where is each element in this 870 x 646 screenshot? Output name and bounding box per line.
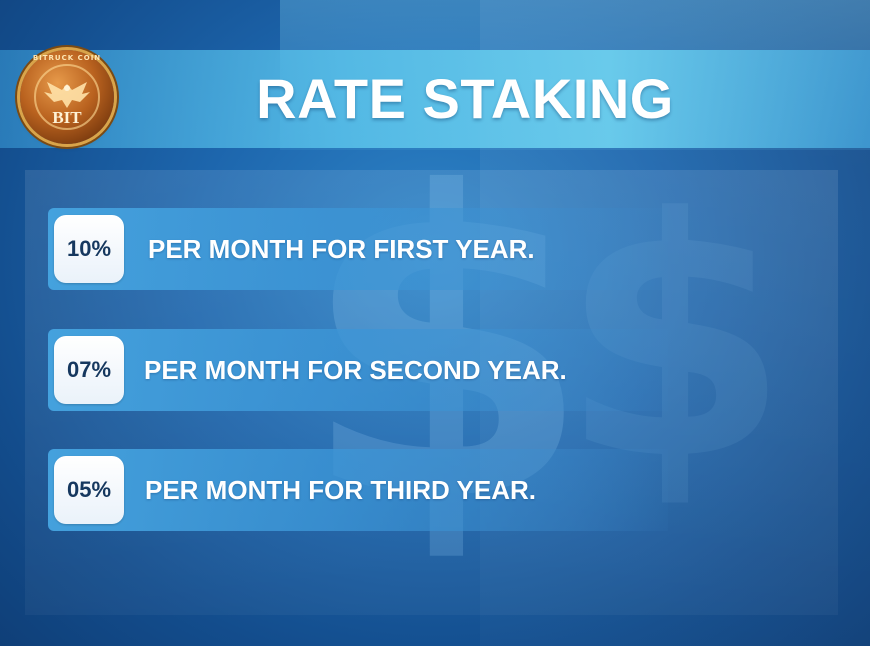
logo-mark: BIT bbox=[52, 108, 82, 127]
rate-percent-badge: 07% bbox=[54, 336, 124, 404]
rate-label: PER MONTH FOR THIRD YEAR. bbox=[145, 475, 536, 505]
rate-row-third-year: 05% PER MONTH FOR THIRD YEAR. bbox=[48, 449, 668, 531]
bitruck-coin-logo-icon: BITRUCK COIN BIT bbox=[20, 50, 114, 144]
eagle-icon bbox=[44, 82, 90, 108]
page-title: RATE STAKING bbox=[256, 67, 674, 130]
rate-row-second-year: 07% PER MONTH FOR SECOND YEAR. bbox=[48, 329, 668, 411]
rate-percent-badge: 05% bbox=[54, 456, 124, 524]
logo-inner-ring bbox=[34, 64, 100, 130]
rate-label: PER MONTH FOR FIRST YEAR. bbox=[148, 234, 535, 264]
rate-percent-badge: 10% bbox=[54, 215, 124, 283]
logo-ring-text: BITRUCK COIN bbox=[32, 54, 102, 62]
header-band bbox=[0, 50, 870, 148]
rate-label: PER MONTH FOR SECOND YEAR. bbox=[144, 355, 567, 385]
rate-row-first-year: 10% PER MONTH FOR FIRST YEAR. bbox=[48, 208, 668, 290]
